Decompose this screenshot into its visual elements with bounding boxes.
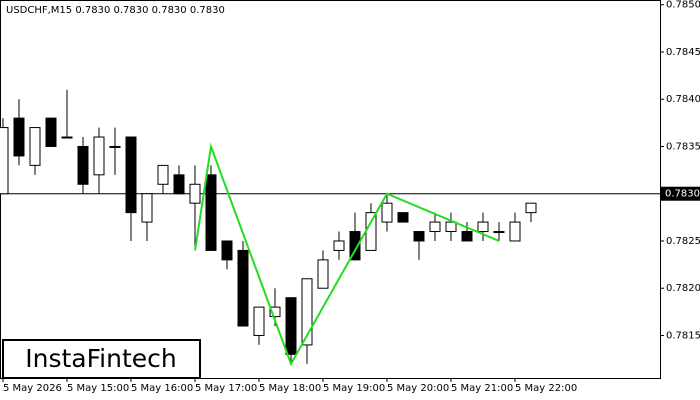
watermark: InstaFintech bbox=[25, 344, 177, 373]
candle-body bbox=[205, 174, 217, 251]
candle-body bbox=[509, 221, 521, 242]
x-tick-label: 5 May 20:00 bbox=[387, 383, 449, 394]
candle-body bbox=[413, 231, 425, 242]
candle-body bbox=[397, 212, 409, 223]
candle-body bbox=[365, 212, 377, 251]
pattern-line bbox=[194, 142, 500, 367]
candle-body bbox=[461, 231, 473, 242]
candle-body bbox=[445, 221, 457, 233]
current-price-box bbox=[661, 186, 700, 201]
candle-body bbox=[333, 240, 345, 251]
candle-body bbox=[493, 231, 505, 234]
x-tick-label: 5 May 2026 bbox=[3, 383, 62, 394]
candle-body bbox=[285, 297, 297, 355]
candle-body bbox=[45, 117, 57, 147]
candle-body bbox=[173, 174, 185, 195]
watermark-box bbox=[2, 339, 201, 379]
candle-body bbox=[525, 202, 537, 214]
candle-body bbox=[301, 278, 313, 346]
y-tick-label: 0.7825 bbox=[666, 236, 700, 247]
y-tick-label: 0.7835 bbox=[666, 141, 700, 152]
candle-body bbox=[429, 221, 441, 233]
x-tick-label: 5 May 22:00 bbox=[515, 383, 577, 394]
candle-body bbox=[349, 231, 361, 261]
candle-body bbox=[317, 259, 329, 289]
candle-body bbox=[109, 145, 121, 148]
candle-body bbox=[189, 183, 201, 204]
y-tick-label: 0.7840 bbox=[666, 94, 700, 105]
candle-body bbox=[13, 117, 25, 157]
x-tick-label: 5 May 19:00 bbox=[323, 383, 385, 394]
x-tick-label: 5 May 17:00 bbox=[195, 383, 257, 394]
candle-body bbox=[221, 240, 233, 261]
candle-body bbox=[381, 202, 393, 223]
candle-body bbox=[29, 127, 41, 166]
candle-body bbox=[0, 127, 9, 195]
candle-body bbox=[237, 249, 249, 327]
y-tick-label: 0.7820 bbox=[666, 283, 700, 294]
candle-body bbox=[93, 136, 105, 176]
current-price-label: 0.7830 bbox=[665, 189, 700, 200]
candle-body bbox=[61, 136, 73, 139]
y-tick-label: 0.7815 bbox=[666, 330, 700, 341]
y-tick-label: 0.7845 bbox=[666, 47, 700, 58]
chart-title: USDCHF,M15 0.7830 0.7830 0.7830 0.7830 bbox=[6, 5, 225, 16]
candle-body bbox=[125, 136, 137, 214]
candle-body bbox=[477, 221, 489, 233]
candle-body bbox=[269, 306, 281, 318]
candle-body bbox=[141, 193, 153, 223]
candle-body bbox=[77, 145, 89, 185]
x-tick-label: 5 May 18:00 bbox=[259, 383, 321, 394]
candle-body bbox=[157, 164, 169, 185]
y-tick-label: 0.7850 bbox=[666, 0, 700, 11]
x-tick-label: 5 May 21:00 bbox=[451, 383, 513, 394]
x-tick-label: 5 May 16:00 bbox=[131, 383, 193, 394]
x-tick-label: 5 May 15:00 bbox=[67, 383, 129, 394]
candle-body bbox=[253, 306, 265, 336]
